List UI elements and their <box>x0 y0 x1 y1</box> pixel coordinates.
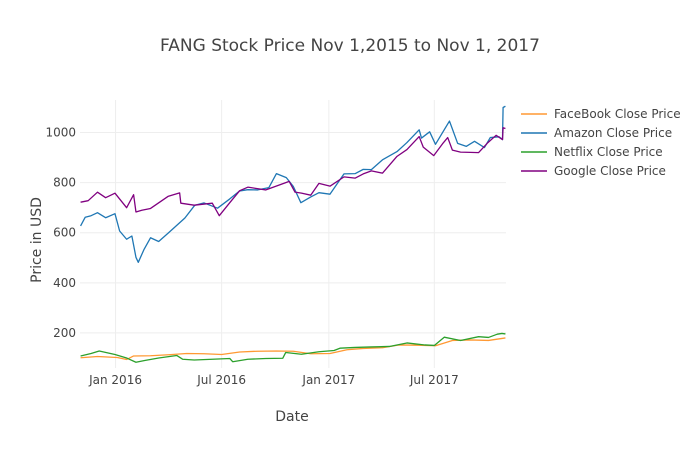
x-tick-label: Jul 2017 <box>409 373 459 387</box>
legend-label: FaceBook Close Price <box>554 107 681 121</box>
series-line-google-close-price <box>80 127 506 217</box>
legend-item-facebook-close-price[interactable]: FaceBook Close Price <box>521 107 681 121</box>
y-tick-label: 600 <box>53 226 76 240</box>
chart-title: FANG Stock Price Nov 1,2015 to Nov 1, 20… <box>160 36 540 56</box>
y-tick-label: 200 <box>53 326 76 340</box>
x-tick-labels: Jan 2016 Jul 2016 Jan 2017 Jul 2017 <box>88 373 459 387</box>
legend-label: Amazon Close Price <box>554 126 672 140</box>
x-tick-label: Jul 2016 <box>196 373 246 387</box>
legend-item-netflix-close-price[interactable]: Netflix Close Price <box>521 145 663 159</box>
legend-item-google-close-price[interactable]: Google Close Price <box>521 164 666 178</box>
x-tick-label: Jan 2017 <box>301 373 355 387</box>
y-axis-title: Price in USD <box>29 197 45 283</box>
y-tick-labels: 200 400 600 800 1000 <box>45 126 76 340</box>
legend-label: Netflix Close Price <box>554 145 663 159</box>
series-layer <box>80 105 506 363</box>
legend-item-amazon-close-price[interactable]: Amazon Close Price <box>521 126 672 140</box>
legend: FaceBook Close Price Amazon Close Price Ne… <box>521 107 681 178</box>
series-line-netflix-close-price <box>80 332 506 363</box>
legend-label: Google Close Price <box>554 164 666 178</box>
x-gridlines <box>115 100 435 368</box>
y-tick-label: 1000 <box>45 126 76 140</box>
y-tick-label: 800 <box>53 176 76 190</box>
y-gridlines <box>80 132 506 334</box>
y-tick-label: 400 <box>53 276 76 290</box>
x-axis-title: Date <box>275 409 308 425</box>
x-tick-label: Jan 2016 <box>88 373 142 387</box>
